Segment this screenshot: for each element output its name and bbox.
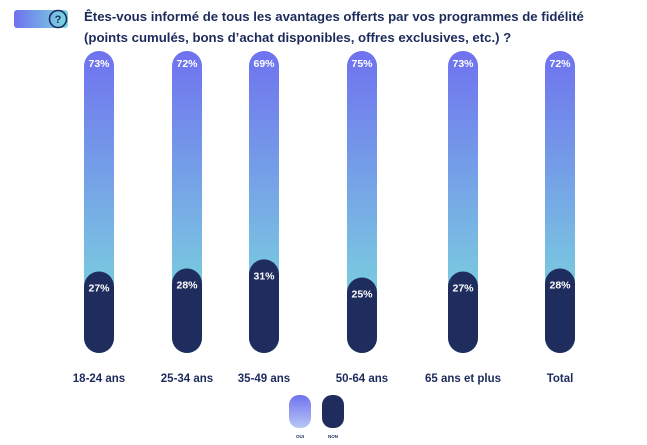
question-mark-icon: ? xyxy=(14,9,68,29)
legend-non-label: NON xyxy=(328,434,338,439)
data-label-non: 28% xyxy=(549,279,571,291)
x-tick-label: 65 ans et plus xyxy=(425,373,501,385)
data-label-oui: 75% xyxy=(351,58,373,70)
bar-non xyxy=(172,268,202,353)
data-label-oui: 72% xyxy=(176,58,198,70)
data-label-oui: 73% xyxy=(88,58,110,70)
bar-non xyxy=(84,271,114,353)
x-tick-label: 18-24 ans xyxy=(73,373,125,385)
chart-header: ? Êtes-vous informé de tous les avantage… xyxy=(14,6,639,54)
bar-non xyxy=(545,268,575,353)
legend-non-swatch xyxy=(322,395,344,428)
bar-non xyxy=(347,277,377,353)
chart-title-line-1: Êtes-vous informé de tous les avantages … xyxy=(84,9,584,24)
bar-non xyxy=(448,271,478,353)
data-label-oui: 69% xyxy=(253,58,275,70)
chart-title-line-2: (points cumulés, bons d’achat disponible… xyxy=(84,30,512,45)
data-label-non: 28% xyxy=(176,279,198,291)
data-label-oui: 73% xyxy=(452,58,474,70)
data-label-non: 31% xyxy=(253,270,275,282)
data-label-non: 25% xyxy=(351,289,373,301)
svg-text:?: ? xyxy=(55,14,62,26)
data-label-oui: 72% xyxy=(549,58,571,70)
legend-oui-label: OUI xyxy=(296,434,304,439)
x-tick-label: 35-49 ans xyxy=(238,373,290,385)
x-tick-label: 25-34 ans xyxy=(161,373,213,385)
bar-oui xyxy=(347,51,377,353)
x-tick-label: 50-64 ans xyxy=(336,373,388,385)
data-label-non: 27% xyxy=(452,282,474,294)
legend-oui-swatch xyxy=(289,395,311,428)
x-tick-label: Total xyxy=(547,373,574,385)
chart-title: Êtes-vous informé de tous les avantages … xyxy=(84,6,639,48)
bar-non xyxy=(249,259,279,353)
data-label-non: 27% xyxy=(88,282,110,294)
